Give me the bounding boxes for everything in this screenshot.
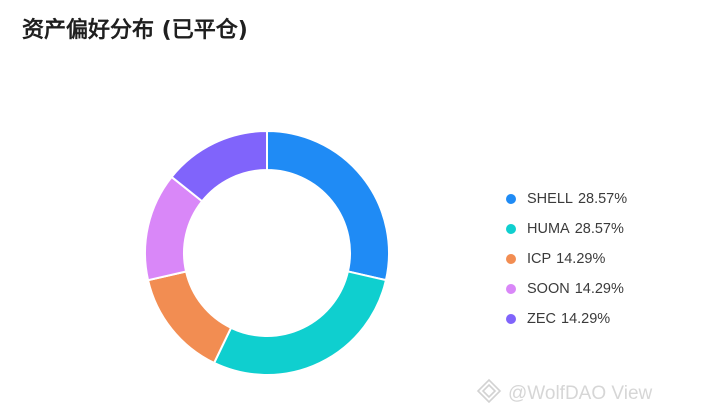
legend-label: ZEC: [527, 311, 556, 327]
legend-swatch: [506, 254, 516, 264]
legend-label: SOON: [527, 281, 570, 297]
donut-slice-shell[interactable]: [266, 129, 390, 282]
legend-label: ICP: [527, 251, 552, 267]
legend-value: 14.29%: [561, 311, 611, 327]
legend-swatch: [506, 284, 516, 294]
legend-value: 14.29%: [556, 251, 606, 267]
legend-label: SHELL: [527, 191, 573, 207]
donut-slice-zec[interactable]: [170, 129, 268, 203]
legend-item-huma[interactable]: HUMA 28.57%: [506, 214, 627, 244]
legend-label: HUMA: [527, 221, 570, 237]
legend-swatch: [506, 314, 516, 324]
legend-item-soon[interactable]: SOON 14.29%: [506, 274, 627, 304]
legend-value: 28.57%: [574, 221, 624, 237]
legend-item-icp[interactable]: ICP 14.29%: [506, 244, 627, 274]
legend-swatch: [506, 224, 516, 234]
legend-item-zec[interactable]: ZEC 14.29%: [506, 304, 627, 334]
legend-value: 28.57%: [577, 191, 628, 207]
donut-slice-icp[interactable]: [146, 270, 233, 365]
chart-title: 资产偏好分布 (已平仓): [22, 18, 248, 43]
watermark: @WolfDAO View: [476, 378, 652, 410]
wolfdao-logo-icon: [476, 378, 502, 410]
chart-legend: SHELL 28.57% HUMA 28.57% ICP 14.29% SOON 14.29%…: [506, 184, 627, 334]
legend-item-shell[interactable]: SHELL 28.57%: [506, 184, 627, 214]
donut-slice-huma[interactable]: [212, 270, 388, 377]
watermark-text: @WolfDAO View: [508, 383, 653, 404]
legend-swatch: [506, 194, 516, 204]
legend-value: 14.29%: [574, 281, 624, 297]
